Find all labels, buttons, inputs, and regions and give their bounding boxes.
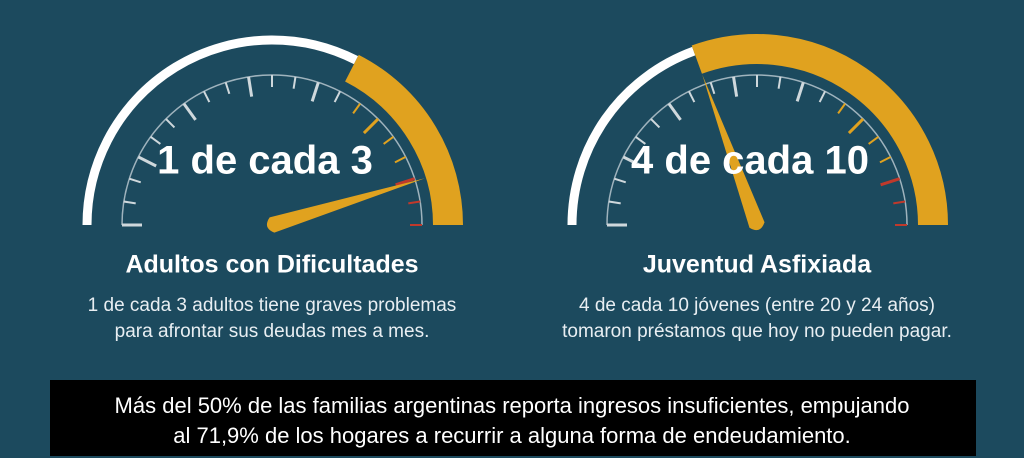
gauge-tick: [635, 136, 646, 145]
gauge-tick: [150, 136, 161, 145]
gauge-tick: [310, 81, 320, 102]
gauge-tick: [292, 76, 297, 89]
gauge-tick: [395, 177, 416, 187]
gauge-tick: [362, 117, 380, 135]
gauge-tick: [224, 82, 231, 95]
gauge-headline: 4 de cada 10: [631, 139, 869, 183]
gauge-title: Juventud Asfixiada: [643, 251, 872, 279]
gauge-tick: [709, 82, 716, 95]
gauge-tick: [879, 156, 892, 164]
gauge-tick: [847, 117, 865, 135]
gauge-tick: [622, 155, 642, 168]
gauge-tick: [667, 102, 682, 121]
gauge-tick: [777, 76, 782, 89]
caption-line: al 71,9% de los hogares a recurrir a alg…: [173, 423, 851, 448]
gauge-tick: [868, 136, 879, 145]
gauge-tick: [837, 103, 846, 114]
gauge-tick: [137, 155, 157, 168]
gauge-band: [344, 54, 463, 226]
gauge-tick: [893, 200, 906, 205]
gauge-tick: [818, 90, 826, 103]
gauge-tick: [129, 177, 142, 184]
gauge-tick: [203, 90, 211, 103]
gauge-tick: [383, 136, 394, 145]
gauge-description: 4 de cada 10 jóvenes (entre 20 y 24 años…: [579, 295, 935, 316]
gauge-description: para afrontar sus deudas mes a mes.: [115, 321, 430, 342]
gauge-tick: [650, 118, 661, 129]
caption-box: [50, 380, 976, 456]
gauge-tick: [795, 81, 805, 102]
gauge-arc: [567, 46, 696, 226]
gauge-needle: [266, 178, 426, 233]
gauges: 1 de cada 3 Adultos con Dificultades 1 de …: [82, 34, 952, 342]
gauge-tick: [333, 90, 341, 103]
caption-line: Más del 50% de las familias argentinas r…: [115, 393, 910, 418]
gauge-tick: [732, 76, 739, 97]
gauge-description: tomaron préstamos que hoy no pueden paga…: [562, 321, 952, 342]
gauge-tick: [182, 102, 197, 121]
gauge-headline: 1 de cada 3: [157, 139, 373, 183]
gauge-tick: [247, 76, 254, 97]
gauge-arc: [82, 35, 359, 226]
gauge-title: Adultos con Dificultades: [125, 251, 418, 279]
gauge-tick: [608, 200, 621, 205]
gauge-tick: [165, 118, 176, 129]
gauge-tick: [614, 177, 627, 184]
gauge-tick: [394, 156, 407, 164]
gauge-tick: [408, 200, 421, 205]
gauge-tick: [352, 103, 361, 114]
gauge-needle: [702, 74, 765, 231]
gauge-tick: [880, 177, 901, 187]
gauge-description: 1 de cada 3 adultos tiene graves problem…: [88, 295, 457, 316]
gauge-band: [691, 34, 948, 226]
gauge-tick: [688, 90, 696, 103]
gauge-tick: [123, 200, 136, 205]
